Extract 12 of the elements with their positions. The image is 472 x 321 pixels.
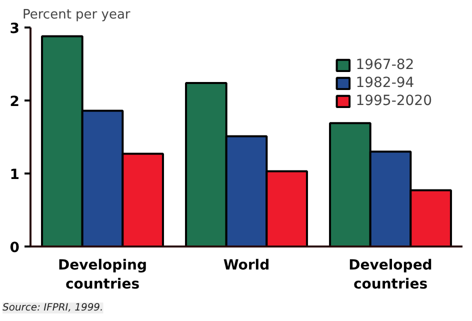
x-tick-label: Developing countries — [58, 258, 147, 293]
legend-label: 1995-2020 — [356, 93, 432, 109]
source-note: Source: IFPRI, 1999. — [2, 302, 104, 314]
y-tick-label: 1 — [10, 167, 20, 183]
x-tick-label: World — [223, 258, 270, 274]
x-tick-label: Developed countries — [348, 258, 432, 293]
legend-label: 1982-94 — [356, 75, 414, 91]
legend-label: 1967-82 — [356, 57, 414, 73]
y-tick-label: 0 — [10, 240, 20, 256]
y-tick-label: 2 — [10, 94, 20, 110]
y-tick-label: 3 — [10, 21, 20, 37]
y-axis-title: Percent per year — [22, 8, 131, 22]
